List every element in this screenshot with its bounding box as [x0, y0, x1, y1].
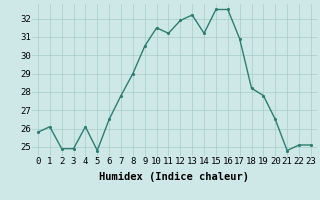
X-axis label: Humidex (Indice chaleur): Humidex (Indice chaleur)	[100, 172, 249, 182]
